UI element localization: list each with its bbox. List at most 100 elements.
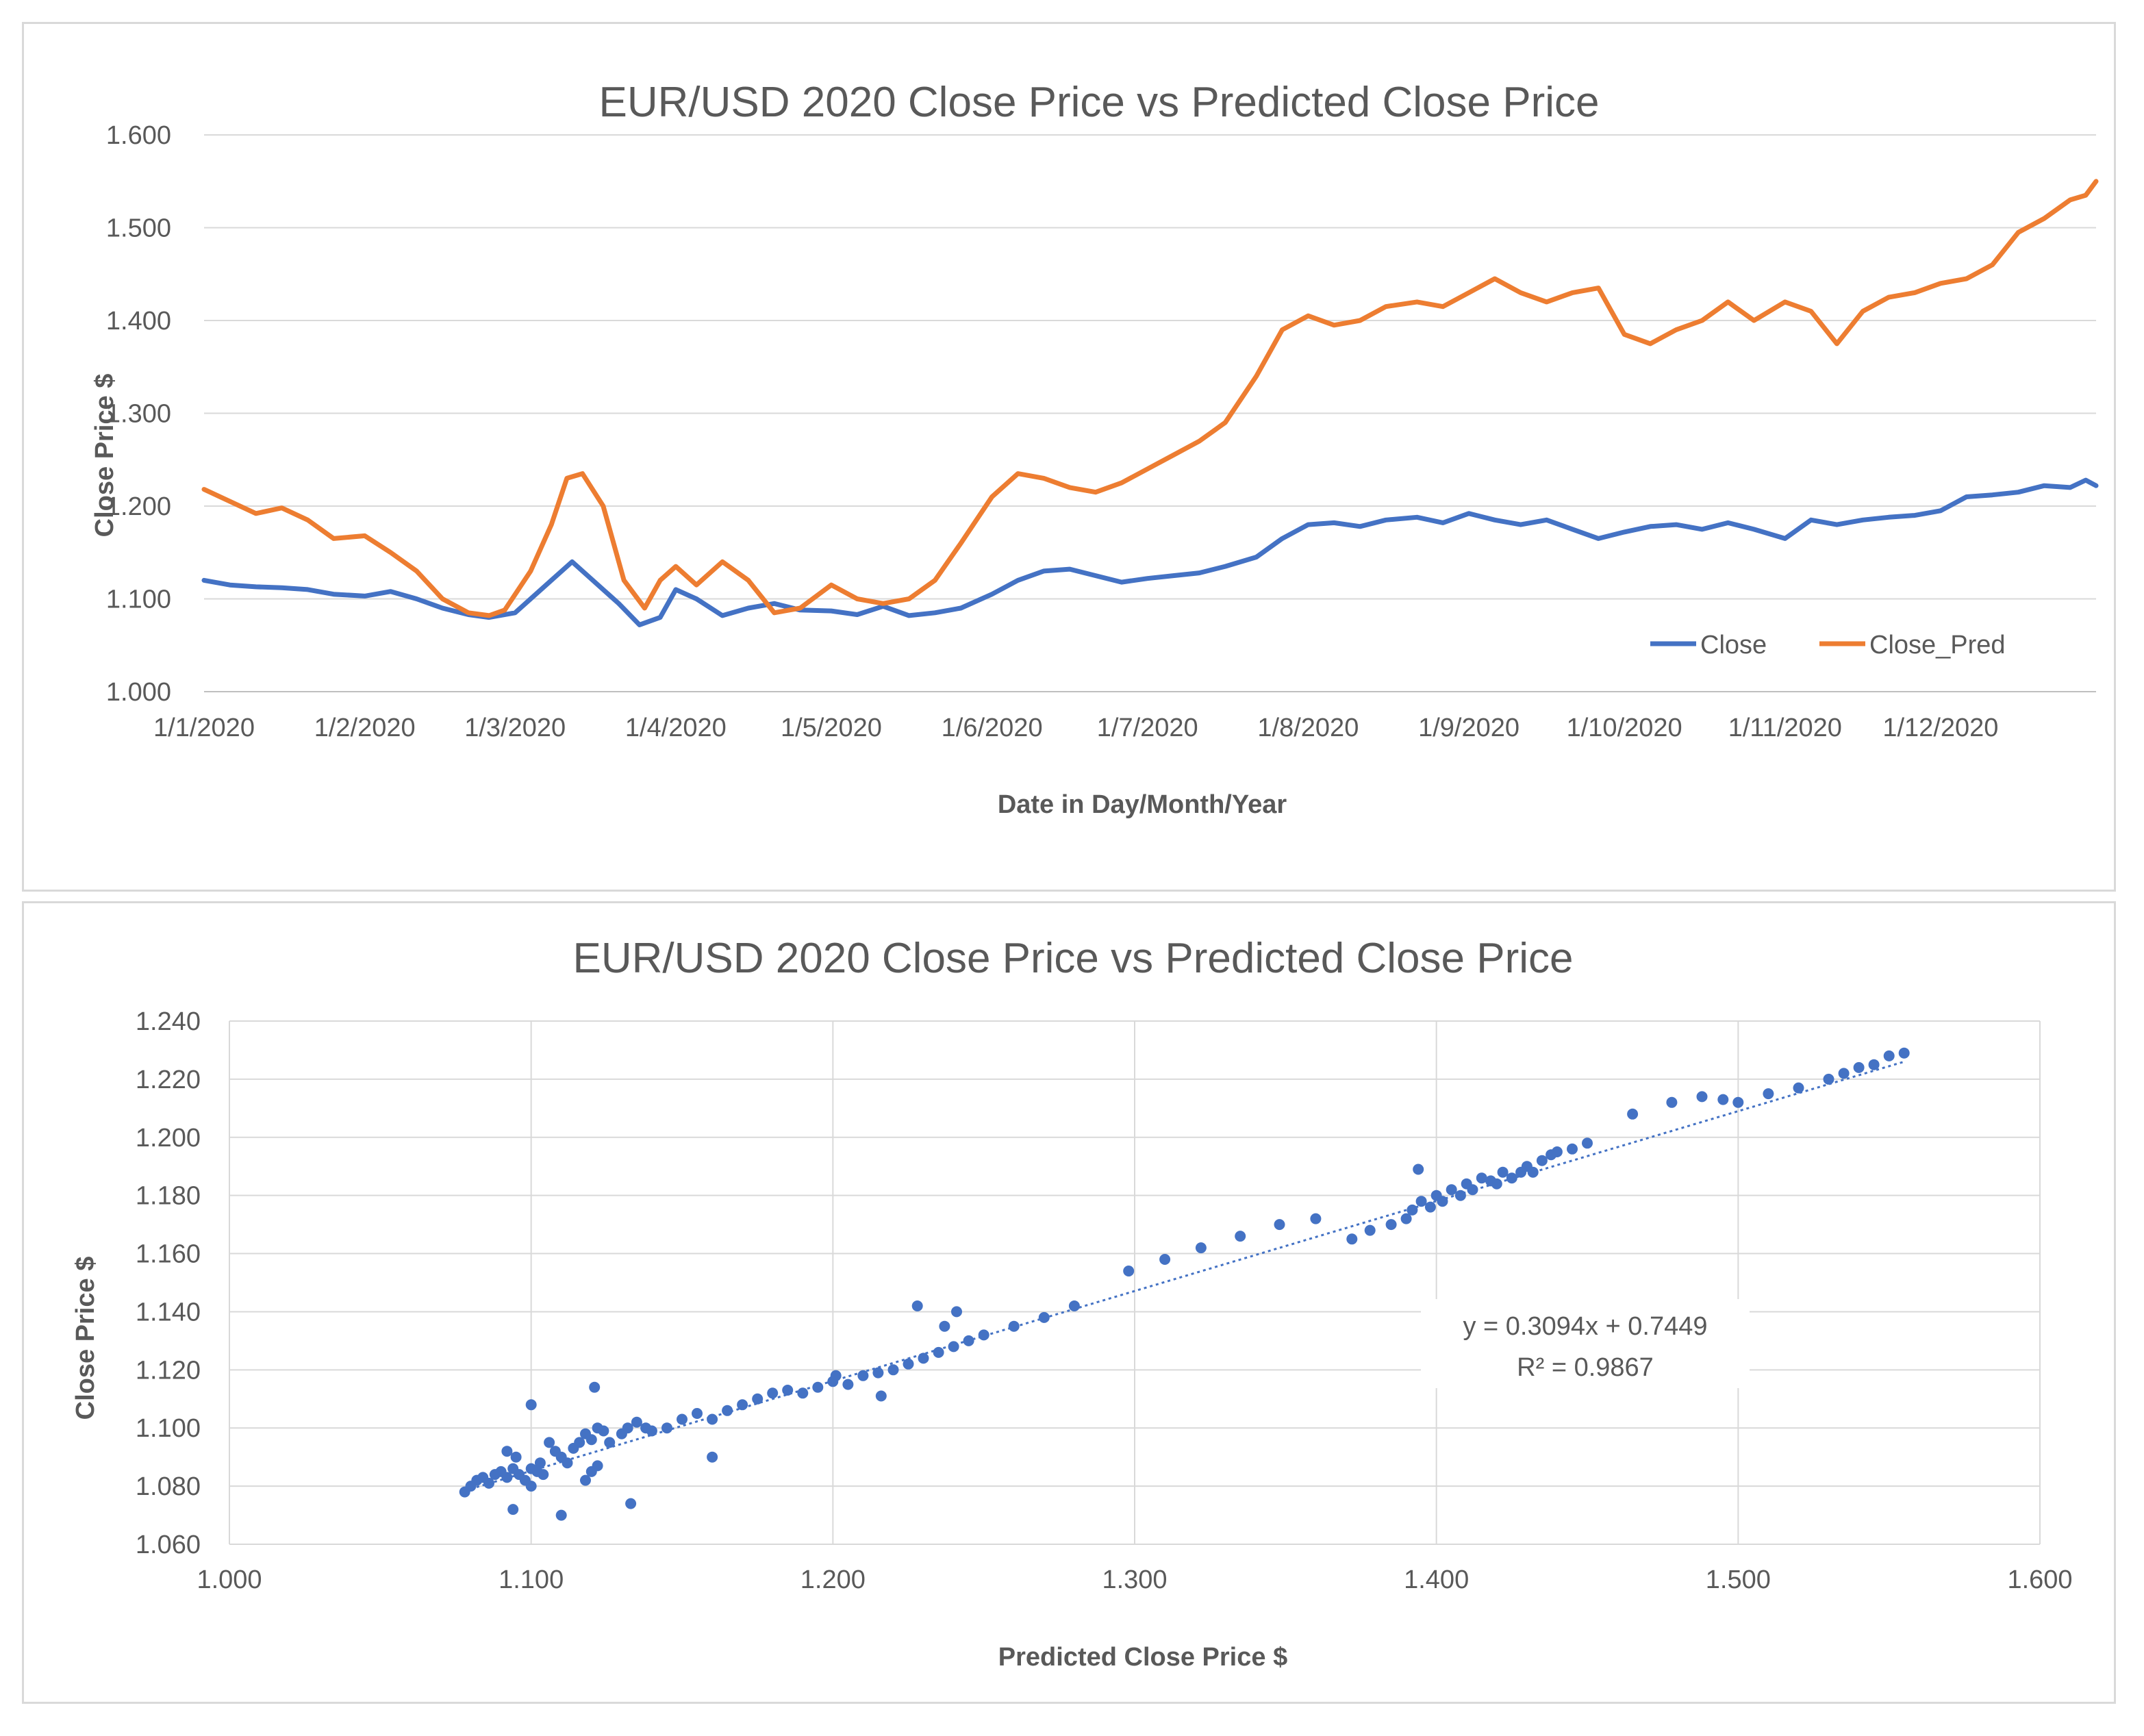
scatter-point: [1195, 1242, 1207, 1254]
scatter-point: [1454, 1190, 1466, 1201]
scatter-point: [1437, 1196, 1448, 1207]
scatter-point: [933, 1346, 944, 1358]
scatter-point: [1536, 1155, 1548, 1166]
y-axis-label: Close Price $: [90, 374, 119, 538]
scatter-chart-panel: EUR/USD 2020 Close Price vs Predicted Cl…: [22, 901, 2116, 1704]
series-line-close: [201, 477, 2099, 627]
scatter-point: [1407, 1204, 1418, 1216]
line-chart-panel: EUR/USD 2020 Close Price vs Predicted Cl…: [22, 22, 2116, 892]
scatter-point: [1385, 1219, 1397, 1231]
y-tick-label: 1.160: [136, 1240, 201, 1269]
x-tick-label: 1/1/2020: [153, 714, 255, 742]
scatter-point: [574, 1437, 585, 1448]
scatter-point: [1235, 1231, 1246, 1242]
scatter-point: [1582, 1137, 1593, 1149]
scatter-point: [797, 1387, 809, 1399]
scatter-point: [911, 1300, 923, 1311]
scatter-point: [525, 1481, 537, 1492]
chart-title: EUR/USD 2020 Close Price vs Predicted Cl…: [573, 935, 1574, 982]
scatter-point: [1793, 1082, 1804, 1094]
scatter-point: [592, 1460, 603, 1472]
scatter-point: [1666, 1096, 1678, 1108]
y-tick-label: 1.060: [136, 1531, 201, 1559]
scatter-point: [1274, 1219, 1285, 1231]
scatter-point: [1413, 1163, 1424, 1175]
scatter-point: [622, 1422, 633, 1434]
scatter-chart: EUR/USD 2020 Close Price vs Predicted Cl…: [71, 935, 2073, 1672]
scatter-point: [1551, 1146, 1563, 1157]
series-line-close-pred: [201, 179, 2099, 618]
scatter-point: [1068, 1300, 1080, 1311]
x-axis-label: Predicted Close Price $: [998, 1643, 1287, 1672]
y-tick-label: 1.500: [106, 214, 171, 243]
x-tick-label: 1/4/2020: [625, 714, 727, 742]
linear-trendline: [464, 1060, 1905, 1492]
scatter-point: [1763, 1088, 1774, 1100]
y-tick-label: 1.400: [106, 307, 171, 336]
scatter-point: [872, 1367, 884, 1379]
plot-series: [201, 179, 2099, 627]
scatter-point: [707, 1451, 718, 1463]
y-tick-label: 1.100: [136, 1414, 201, 1443]
x-tick-label: 1/3/2020: [464, 714, 566, 742]
x-tick-label: 1.000: [197, 1565, 262, 1594]
scatter-point: [1364, 1224, 1376, 1236]
y-tick-label: 1.300: [106, 400, 171, 429]
scatter-point: [887, 1364, 899, 1376]
scatter-point: [692, 1408, 703, 1419]
scatter-point: [1567, 1143, 1578, 1155]
x-tick-label: 1/5/2020: [781, 714, 882, 742]
gridlines: [229, 1020, 2041, 1545]
scatter-point: [555, 1509, 567, 1521]
y-tick-label: 1.000: [106, 678, 171, 707]
scatter-point: [978, 1329, 989, 1341]
scatter-point: [903, 1358, 914, 1370]
y-tick-label: 1.200: [106, 492, 171, 521]
x-tick-label: 1/11/2020: [1728, 714, 1842, 742]
scatter-point: [1898, 1047, 1910, 1059]
y-tick-label: 1.080: [136, 1472, 201, 1501]
x-tick-label: 1.300: [1102, 1565, 1167, 1594]
y-tick-label: 1.120: [136, 1356, 201, 1385]
scatter-point: [1497, 1166, 1509, 1178]
scatter-point: [1527, 1166, 1539, 1178]
scatter-point: [580, 1474, 591, 1486]
scatter-point: [507, 1504, 519, 1515]
r-squared-label: R² = 0.9867: [1517, 1353, 1654, 1382]
scatter-points: [459, 1047, 1910, 1521]
scatter-point: [1696, 1091, 1708, 1103]
legend: Close Close_Pred: [1650, 631, 2006, 659]
scatter-point: [538, 1469, 549, 1481]
scatter-point: [1159, 1254, 1171, 1265]
scatter-point: [707, 1413, 718, 1425]
scatter-point: [1415, 1196, 1427, 1207]
scatter-point: [661, 1422, 672, 1434]
x-tick-label: 1.100: [499, 1565, 564, 1594]
scatter-point: [1838, 1068, 1850, 1079]
scatter-point: [525, 1399, 537, 1411]
x-tick-label: 1.200: [800, 1565, 866, 1594]
scatter-point: [510, 1451, 522, 1463]
scatter-point: [830, 1370, 842, 1381]
x-axis-ticks: 1/1/2020 1/2/2020 1/3/2020 1/4/2020 1/5/2020…: [153, 714, 1998, 742]
equation-label-background: [1421, 1299, 1750, 1388]
scatter-point: [722, 1405, 733, 1416]
scatter-point: [1424, 1201, 1436, 1213]
y-tick-label: 1.240: [136, 1007, 201, 1036]
x-tick-label: 1.500: [1706, 1565, 1771, 1594]
x-tick-label: 1/12/2020: [1882, 714, 1998, 742]
y-tick-label: 1.140: [136, 1298, 201, 1326]
x-tick-label: 1.600: [2007, 1565, 2072, 1594]
scatter-point: [1883, 1050, 1895, 1061]
y-tick-label: 1.600: [106, 121, 171, 150]
scatter-point: [598, 1425, 609, 1437]
scatter-point: [842, 1379, 854, 1390]
scatter-point: [875, 1390, 887, 1402]
scatter-point: [1717, 1094, 1729, 1105]
x-tick-label: 1/10/2020: [1567, 714, 1682, 742]
y-axis-label: Close Price $: [71, 1257, 100, 1420]
scatter-point: [1491, 1178, 1502, 1190]
trendline-equation: y = 0.3094x + 0.7449: [1463, 1312, 1707, 1341]
scatter-point: [951, 1306, 962, 1318]
scatter-point: [1476, 1172, 1487, 1184]
